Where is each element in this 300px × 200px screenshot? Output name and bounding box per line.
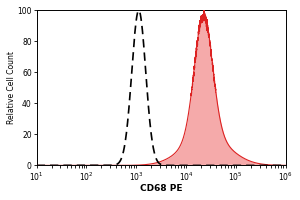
X-axis label: CD68 PE: CD68 PE xyxy=(140,184,182,193)
Y-axis label: Relative Cell Count: Relative Cell Count xyxy=(7,51,16,124)
